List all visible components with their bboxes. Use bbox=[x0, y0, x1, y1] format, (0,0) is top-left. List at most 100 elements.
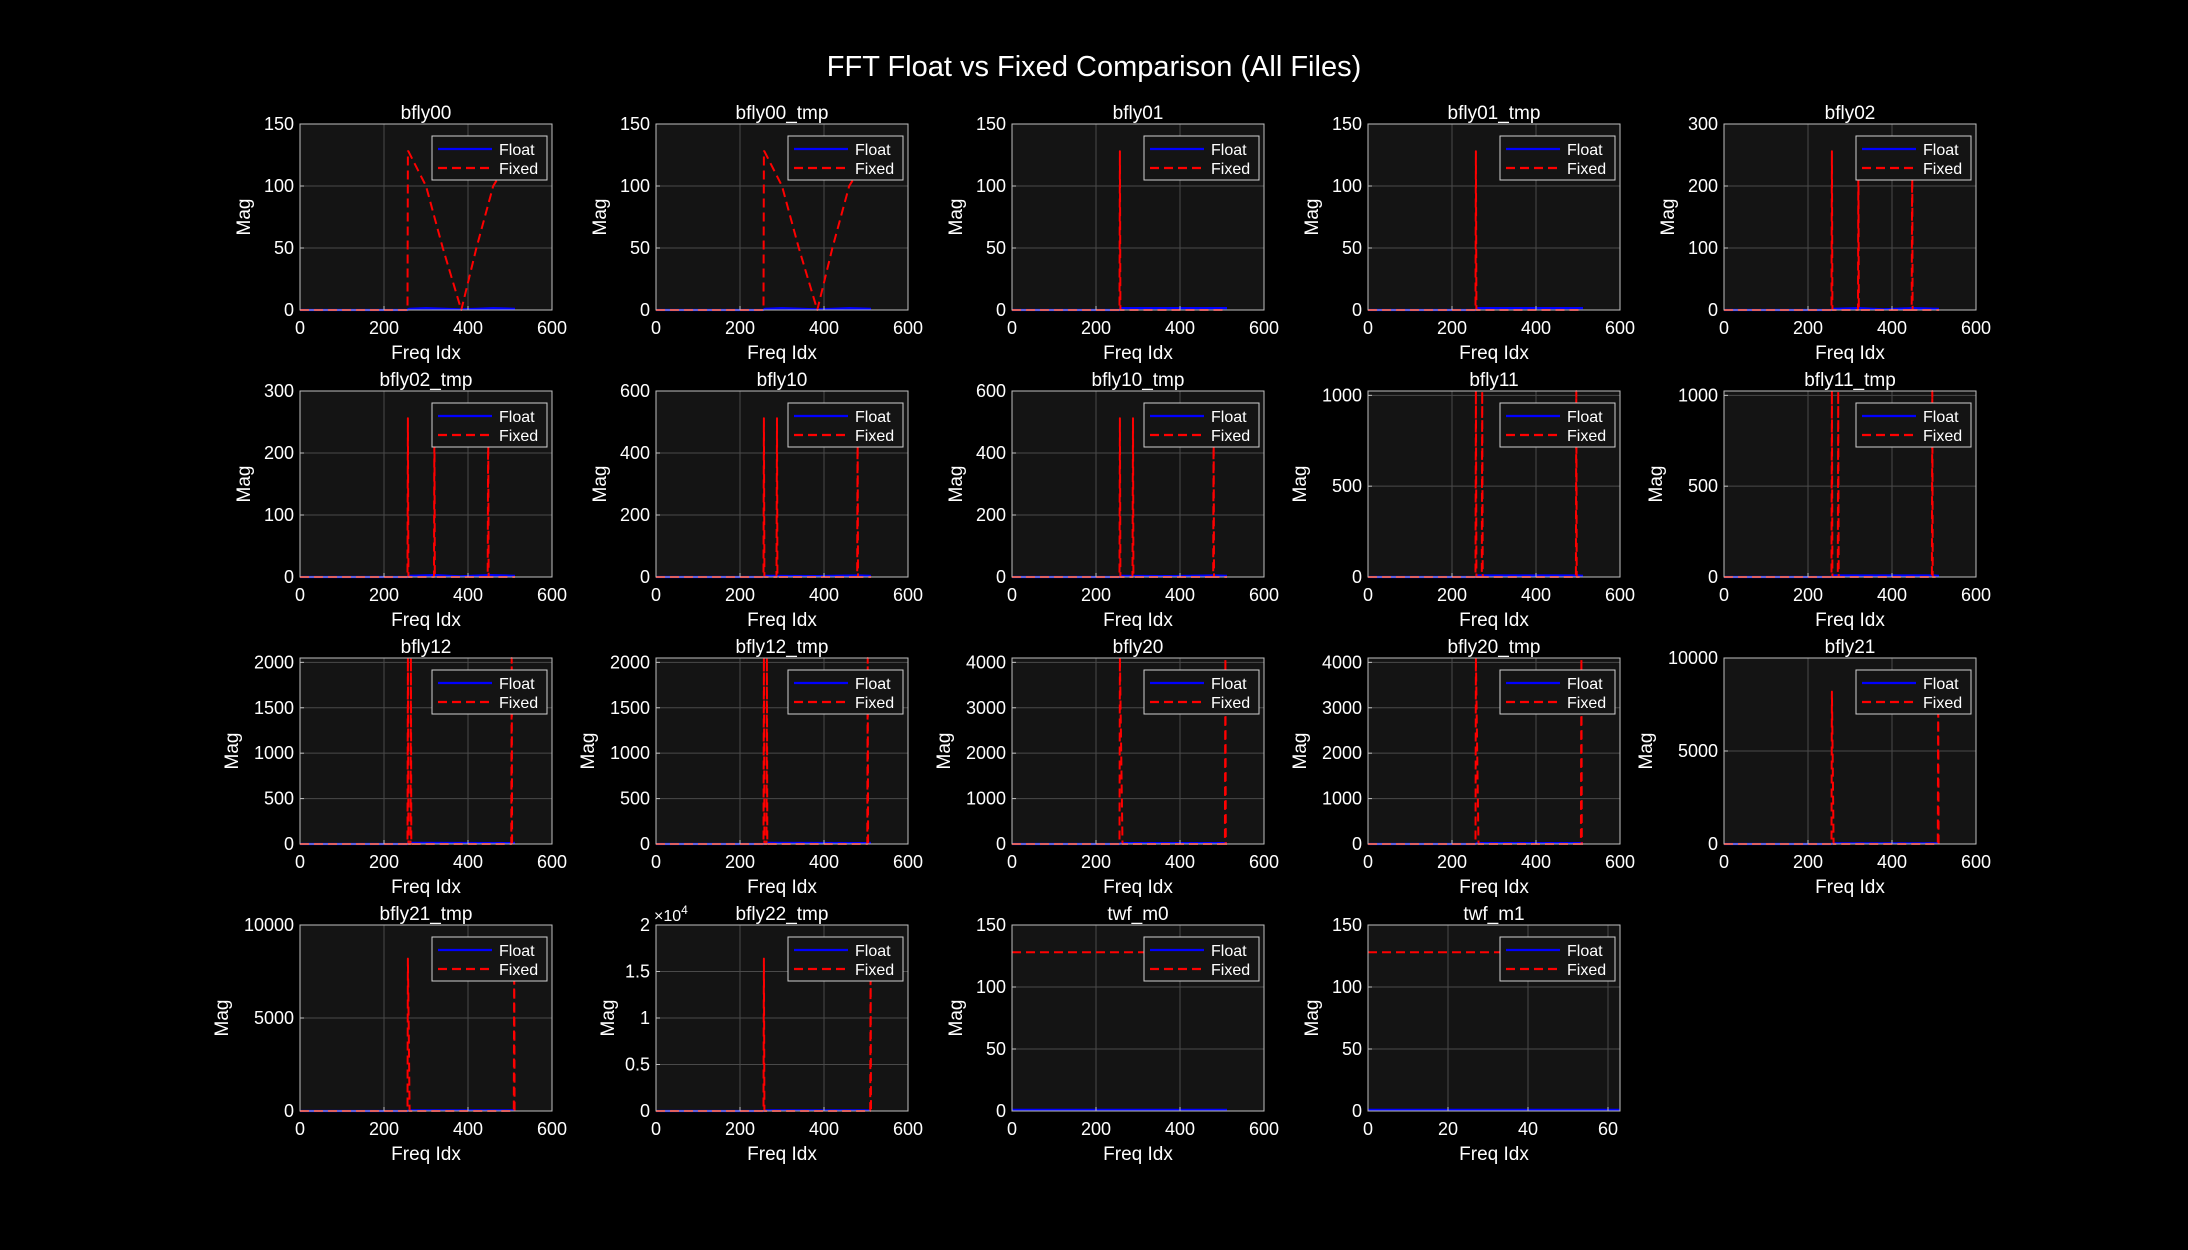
axes-box bbox=[655, 657, 909, 845]
legend-box bbox=[1855, 669, 1972, 715]
y-tick-label: 0 bbox=[1352, 1101, 1362, 1121]
y-tick-label: 5000 bbox=[254, 1008, 294, 1028]
y-axis-label: Mag bbox=[222, 733, 243, 770]
legend-label-float: Float bbox=[1923, 676, 1959, 693]
x-tick-label: 600 bbox=[1961, 318, 1991, 338]
x-tick-label: 600 bbox=[1605, 318, 1635, 338]
x-tick-label: 600 bbox=[1605, 852, 1635, 872]
x-tick-label: 200 bbox=[369, 585, 399, 605]
y-tick-label: 0 bbox=[640, 567, 650, 587]
subplot-twf-m0: 0 200 400 600 0 50 100 150 twf_m0 Freq Idx Mag Floa… bbox=[946, 904, 1279, 1165]
y-tick-label: 100 bbox=[976, 176, 1006, 196]
axes-box bbox=[1367, 657, 1621, 845]
x-tick-label: 0 bbox=[295, 852, 305, 872]
y-tick-label: 2000 bbox=[966, 743, 1006, 763]
x-tick-label: 600 bbox=[1961, 585, 1991, 605]
subplot-title: bfly11_tmp bbox=[1804, 370, 1896, 391]
x-tick-label: 0 bbox=[1363, 852, 1373, 872]
y-tick-label: 0 bbox=[284, 300, 294, 320]
y-tick-label: 50 bbox=[986, 238, 1006, 258]
legend-box bbox=[431, 135, 548, 181]
axes-box bbox=[1723, 390, 1977, 578]
x-tick-label: 400 bbox=[809, 852, 839, 872]
x-axis-label: Freq Idx bbox=[391, 343, 461, 364]
subplot-bfly01-tmp: 0 200 400 600 0 50 100 150 bfly01_tmp Freq Idx Mag… bbox=[1302, 103, 1635, 364]
x-tick-label: 0 bbox=[1363, 1119, 1373, 1139]
subplot-bfly21-tmp: 0 200 400 600 0 5000 10000 bfly21_tmp Freq Idx Ma… bbox=[212, 904, 567, 1165]
y-tick-label: 0 bbox=[640, 300, 650, 320]
x-tick-label: 0 bbox=[295, 318, 305, 338]
y-tick-label: 500 bbox=[1688, 476, 1718, 496]
axes-box bbox=[1011, 123, 1265, 311]
legend: Float Fixed bbox=[1499, 402, 1616, 448]
y-tick-label: 300 bbox=[264, 381, 294, 401]
x-tick-label: 600 bbox=[1605, 585, 1635, 605]
x-tick-label: 600 bbox=[1249, 585, 1279, 605]
x-axis-label: Freq Idx bbox=[747, 610, 817, 631]
x-tick-label: 400 bbox=[1165, 1119, 1195, 1139]
y-tick-label: 500 bbox=[264, 789, 294, 809]
y-tick-label: 0 bbox=[1352, 834, 1362, 854]
legend-label-float: Float bbox=[855, 409, 891, 426]
x-tick-label: 400 bbox=[453, 585, 483, 605]
y-tick-label: 50 bbox=[1342, 1039, 1362, 1059]
x-tick-label: 400 bbox=[1165, 318, 1195, 338]
y-tick-label: 300 bbox=[1688, 114, 1718, 134]
legend: Float Fixed bbox=[1143, 135, 1260, 181]
x-tick-label: 200 bbox=[725, 852, 755, 872]
y-exponent-power: 4 bbox=[681, 903, 688, 917]
subplot-title: bfly00 bbox=[401, 103, 452, 124]
series-line-fixed bbox=[1368, 390, 1583, 578]
y-tick-label: 100 bbox=[1688, 238, 1718, 258]
legend-label-float: Float bbox=[855, 676, 891, 693]
y-tick-label: 150 bbox=[976, 114, 1006, 134]
x-tick-label: 0 bbox=[1007, 585, 1017, 605]
x-axis-label: Freq Idx bbox=[1459, 877, 1529, 898]
legend-label-float: Float bbox=[1567, 142, 1603, 159]
y-tick-label: 1000 bbox=[1678, 385, 1718, 405]
legend: Float Fixed bbox=[1143, 669, 1260, 715]
legend: Float Fixed bbox=[431, 135, 548, 181]
subplot-bfly01: 0 200 400 600 0 50 100 150 bfly01 Freq Idx Mag Floa… bbox=[946, 103, 1279, 364]
x-tick-label: 20 bbox=[1438, 1119, 1458, 1139]
y-tick-label: 0 bbox=[996, 1101, 1006, 1121]
legend-box bbox=[1499, 402, 1616, 448]
legend: Float Fixed bbox=[1499, 135, 1616, 181]
y-axis-label: Mag bbox=[1658, 199, 1679, 236]
y-tick-label: 2000 bbox=[610, 652, 650, 672]
y-axis-label: Mag bbox=[946, 199, 967, 236]
legend-label-float: Float bbox=[499, 943, 535, 960]
x-tick-label: 200 bbox=[369, 852, 399, 872]
series-line-fixed bbox=[656, 417, 871, 578]
x-tick-label: 400 bbox=[453, 852, 483, 872]
legend: Float Fixed bbox=[431, 669, 548, 715]
y-tick-label: 400 bbox=[976, 443, 1006, 463]
legend-label-fixed: Fixed bbox=[1211, 695, 1250, 712]
axes-box bbox=[655, 123, 909, 311]
y-axis-label: Mag bbox=[1290, 733, 1311, 770]
y-axis-label: Mag bbox=[1302, 1000, 1323, 1037]
axes-box bbox=[1011, 924, 1265, 1112]
subplot-title: bfly20 bbox=[1113, 637, 1164, 658]
x-tick-label: 400 bbox=[1521, 585, 1551, 605]
legend-label-fixed: Fixed bbox=[499, 962, 538, 979]
x-axis-label: Freq Idx bbox=[1815, 610, 1885, 631]
figure-title: FFT Float vs Fixed Comparison (All Files… bbox=[827, 51, 1361, 83]
legend-label-float: Float bbox=[499, 676, 535, 693]
y-tick-label: 1000 bbox=[254, 743, 294, 763]
subplot-title: bfly21 bbox=[1825, 637, 1876, 658]
subplot-title: bfly12 bbox=[401, 637, 452, 658]
x-tick-label: 600 bbox=[537, 318, 567, 338]
legend-label-fixed: Fixed bbox=[499, 161, 538, 178]
x-tick-label: 200 bbox=[725, 1119, 755, 1139]
subplot-bfly11: 0 200 400 600 0 500 1000 bfly11 Freq Idx Mag Float… bbox=[1290, 370, 1635, 631]
y-axis-label: Mag bbox=[1302, 199, 1323, 236]
x-tick-label: 0 bbox=[651, 852, 661, 872]
subplot-title: bfly00_tmp bbox=[736, 103, 829, 124]
y-tick-label: 1500 bbox=[610, 698, 650, 718]
y-tick-label: 2000 bbox=[1322, 743, 1362, 763]
legend-box bbox=[431, 936, 548, 982]
x-tick-label: 200 bbox=[1437, 318, 1467, 338]
x-tick-label: 40 bbox=[1518, 1119, 1538, 1139]
